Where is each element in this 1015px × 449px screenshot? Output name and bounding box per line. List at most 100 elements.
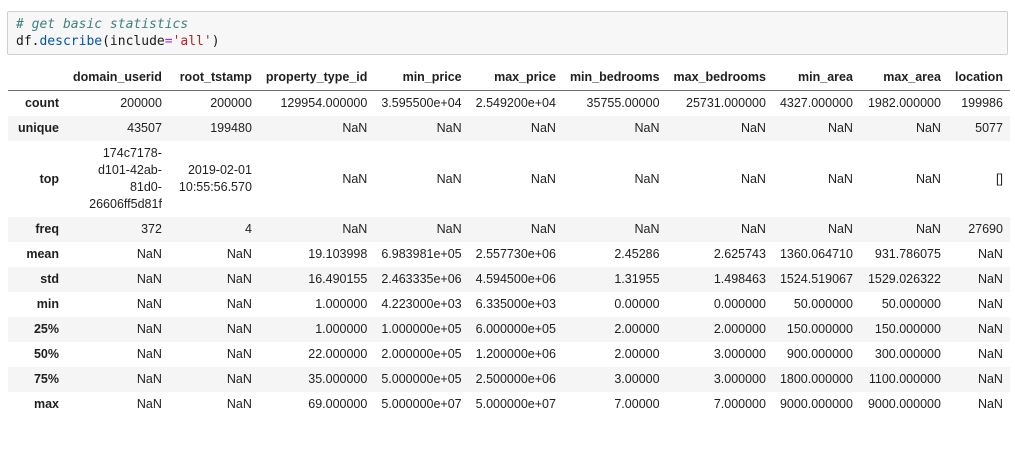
cell-std-domain_userid: NaN	[136, 272, 162, 286]
cell-75%-max_price: 2.500000e+06	[475, 372, 556, 386]
cell-75%-min_area: 1800.000000	[779, 372, 853, 386]
cell-mean-max_price: 2.557730e+06	[475, 247, 556, 261]
cell-std-min_bedrooms: 1.31955	[614, 272, 660, 286]
cell-25%-min_area: 150.000000	[786, 322, 853, 336]
column-header-location: location	[955, 70, 1003, 84]
table-row-std: std NaN NaN 16.490155 2.463335e+06 4.594500e+…	[8, 267, 1010, 292]
cell-min-max_bedrooms: 0.000000	[713, 297, 766, 311]
column-header-property_type_id: property_type_id	[265, 70, 368, 84]
cell-top-max_bedrooms: NaN	[740, 171, 766, 186]
code-token-comment: # get basic statistics	[16, 17, 189, 32]
cell-top-location: []	[996, 171, 1003, 186]
cell-50%-domain_userid: NaN	[136, 347, 162, 361]
cell-unique-max_bedrooms: NaN	[740, 121, 766, 135]
cell-mean-min_bedrooms: 2.45286	[614, 247, 660, 261]
cell-min-max_area: 50.000000	[881, 297, 941, 311]
cell-count-max_price: 2.549200e+04	[475, 96, 556, 110]
column-header-max_price: max_price	[494, 70, 556, 84]
cell-mean-min_area: 1360.064710	[779, 247, 853, 261]
column-header-domain_userid: domain_userid	[73, 70, 162, 84]
cell-50%-max_price: 1.200000e+06	[475, 347, 556, 361]
code-token-plain: df	[16, 34, 32, 49]
cell-count-min_price: 3.595500e+04	[381, 96, 462, 110]
row-label: mean	[26, 247, 59, 261]
cell-count-root_tstamp: 200000	[210, 96, 252, 110]
cell-25%-max_price: 6.000000e+05	[475, 322, 556, 336]
table-header-row: domain_userid root_tstamp property_type_id…	[8, 65, 1010, 91]
column-header-min_bedrooms: min_bedrooms	[569, 70, 660, 84]
cell-25%-max_bedrooms: 2.000000	[713, 322, 766, 336]
table-row-50%: 50% NaN NaN 22.000000 2.000000e+05 1.200000e+…	[8, 342, 1010, 367]
cell-std-max_bedrooms: 1.498463	[713, 272, 766, 286]
cell-50%-property_type_id: 22.000000	[308, 347, 368, 361]
table-row-75%: 75% NaN NaN 35.000000 5.000000e+05 2.500000e+…	[8, 367, 1010, 392]
column-header-min_price: min_price	[402, 70, 462, 84]
cell-freq-max_area: NaN	[915, 222, 941, 236]
cell-count-property_type_id: 129954.000000	[280, 96, 368, 110]
cell-count-max_bedrooms: 25731.000000	[686, 96, 766, 110]
dataframe-output: domain_userid root_tstamp property_type_id…	[8, 65, 1015, 417]
cell-75%-property_type_id: 35.000000	[308, 372, 368, 386]
cell-min-max_price: 6.335000e+03	[475, 297, 556, 311]
cell-25%-domain_userid: NaN	[136, 322, 162, 336]
cell-std-max_area: 1529.026322	[867, 272, 941, 286]
cell-min-min_price: 4.223000e+03	[381, 297, 462, 311]
cell-freq-domain_userid: 372	[141, 222, 162, 236]
table-row-count: count 200000 200000 129954.000000 3.595500e+…	[8, 91, 1010, 117]
cell-max-root_tstamp: NaN	[226, 397, 252, 411]
cell-top-max_area: NaN	[915, 171, 941, 186]
index-header	[8, 65, 66, 91]
code-token-property: describe	[39, 34, 103, 49]
cell-25%-root_tstamp: NaN	[226, 322, 252, 336]
cell-unique-max_area: NaN	[915, 121, 941, 135]
code-token-plain: )	[211, 34, 220, 49]
cell-75%-min_bedrooms: 3.00000	[614, 372, 660, 386]
cell-50%-min_price: 2.000000e+05	[381, 347, 462, 361]
cell-mean-location: NaN	[977, 247, 1003, 261]
cell-mean-min_price: 6.983981e+05	[381, 247, 462, 261]
cell-min-min_area: 50.000000	[793, 297, 853, 311]
cell-std-max_price: 4.594500e+06	[475, 272, 556, 286]
cell-50%-min_bedrooms: 2.00000	[614, 347, 660, 361]
code-token-plain: .	[31, 34, 40, 49]
cell-25%-max_area: 150.000000	[874, 322, 941, 336]
row-label: max	[33, 397, 59, 411]
cell-top-property_type_id: NaN	[342, 171, 368, 186]
cell-std-location: NaN	[977, 272, 1003, 286]
cell-top-root_tstamp: 2019-02-01 10:55:56.570	[178, 163, 252, 194]
cell-unique-min_area: NaN	[827, 121, 853, 135]
cell-75%-domain_userid: NaN	[136, 372, 162, 386]
cell-freq-location: 27690	[968, 222, 1003, 236]
cell-max-domain_userid: NaN	[136, 397, 162, 411]
cell-25%-min_price: 1.000000e+05	[381, 322, 462, 336]
cell-max-min_area: 9000.000000	[779, 397, 853, 411]
cell-50%-max_area: 300.000000	[874, 347, 941, 361]
cell-top-min_price: NaN	[436, 171, 462, 186]
column-header-root_tstamp: root_tstamp	[179, 70, 252, 84]
cell-75%-root_tstamp: NaN	[226, 372, 252, 386]
cell-75%-location: NaN	[977, 372, 1003, 386]
cell-max-max_area: 9000.000000	[867, 397, 941, 411]
cell-freq-max_bedrooms: NaN	[740, 222, 766, 236]
cell-25%-location: NaN	[977, 322, 1003, 336]
cell-std-min_price: 2.463335e+06	[381, 272, 462, 286]
cell-freq-min_area: NaN	[827, 222, 853, 236]
cell-unique-location: 5077	[975, 121, 1003, 135]
cell-min-root_tstamp: NaN	[226, 297, 252, 311]
cell-mean-max_bedrooms: 2.625743	[713, 247, 766, 261]
cell-min-property_type_id: 1.000000	[315, 297, 368, 311]
cell-top-max_price: NaN	[530, 171, 556, 186]
row-label: 50%	[33, 347, 59, 361]
code-line: df.describe(include='all')	[16, 33, 999, 50]
row-label: 25%	[33, 322, 59, 336]
cell-unique-max_price: NaN	[530, 121, 556, 135]
cell-freq-root_tstamp: 4	[244, 222, 252, 236]
code-token-plain: (include	[102, 34, 165, 49]
cell-max-min_price: 5.000000e+07	[381, 397, 462, 411]
cell-unique-min_bedrooms: NaN	[634, 121, 660, 135]
table-row-top: top 174c7178-d101-42ab-81d0-26606ff5d81f 2…	[8, 141, 1010, 217]
row-label: unique	[18, 121, 59, 135]
code-cell-input[interactable]: # get basic statistics df.describe(includ…	[7, 11, 1008, 55]
cell-max-min_bedrooms: 7.00000	[614, 397, 660, 411]
cell-min-min_bedrooms: 0.00000	[614, 297, 660, 311]
